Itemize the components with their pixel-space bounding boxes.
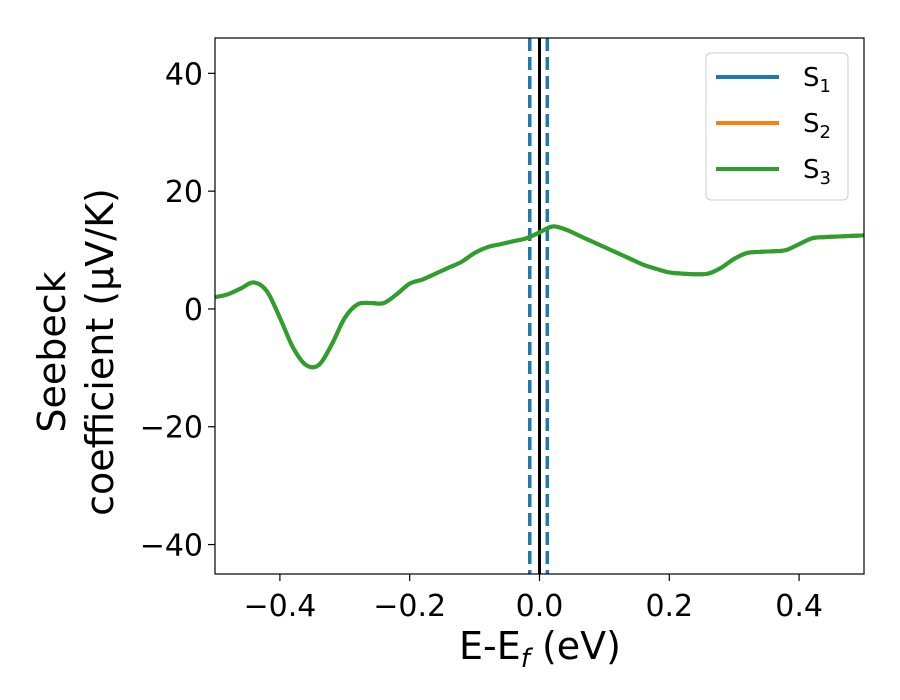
legend-box <box>705 52 849 201</box>
x-axis: −0.4 −0.2 0.0 0.2 0.4 <box>243 574 823 624</box>
legend-label-name: S <box>803 109 820 139</box>
y-tick-label: −40 <box>140 529 203 564</box>
y-tick-label: 20 <box>165 175 203 210</box>
x-tick-label: 0.4 <box>775 589 823 624</box>
y-tick-label: 40 <box>165 57 203 92</box>
legend-label-s1: S1 <box>803 63 831 97</box>
legend-label-subscript: 2 <box>820 122 831 143</box>
legend-label-subscript: 1 <box>820 76 831 97</box>
reference-lines <box>528 38 550 574</box>
y-axis-label-line1: Seebeck <box>30 271 74 432</box>
x-axis-label-unit: (eV) <box>530 624 621 668</box>
y-tick-label: −20 <box>140 411 203 446</box>
legend-label-name: S <box>803 63 820 93</box>
y-axis-label: Seebeck coefficient (μV/K) <box>30 188 122 516</box>
legend-label-s2: S2 <box>803 109 831 143</box>
x-axis-label: E-Ef (eV) <box>459 624 621 674</box>
series-line-s3 <box>215 224 864 370</box>
series-layer <box>215 224 864 370</box>
legend-label-subscript: 3 <box>820 168 831 189</box>
legend-label-s3: S3 <box>803 155 831 189</box>
x-tick-label: −0.4 <box>243 589 316 624</box>
x-tick-label: 0.0 <box>516 589 564 624</box>
x-tick-label: 0.2 <box>645 589 693 624</box>
y-axis-label-line2: coefficient (μV/K) <box>78 188 122 516</box>
x-axis-label-main: E-E <box>459 624 521 668</box>
y-tick-label: 0 <box>184 293 203 328</box>
legend-label-name: S <box>803 155 820 185</box>
y-axis: −40 −20 0 20 40 <box>140 57 215 564</box>
x-tick-label: −0.2 <box>373 589 446 624</box>
